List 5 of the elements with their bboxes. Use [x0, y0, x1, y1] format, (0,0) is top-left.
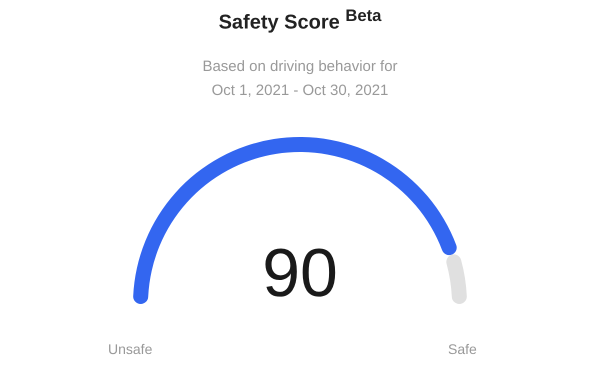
data-label: 90: [262, 235, 338, 311]
text: Unsafe: [108, 341, 152, 357]
text: Safe: [448, 341, 477, 357]
chart-subtitle: Based on driving behavior for Oct 1, 2021 - Oct 30, 2021: [201, 57, 399, 101]
chart-title: Safety Score $^{Beta}$: [218, 6, 382, 35]
